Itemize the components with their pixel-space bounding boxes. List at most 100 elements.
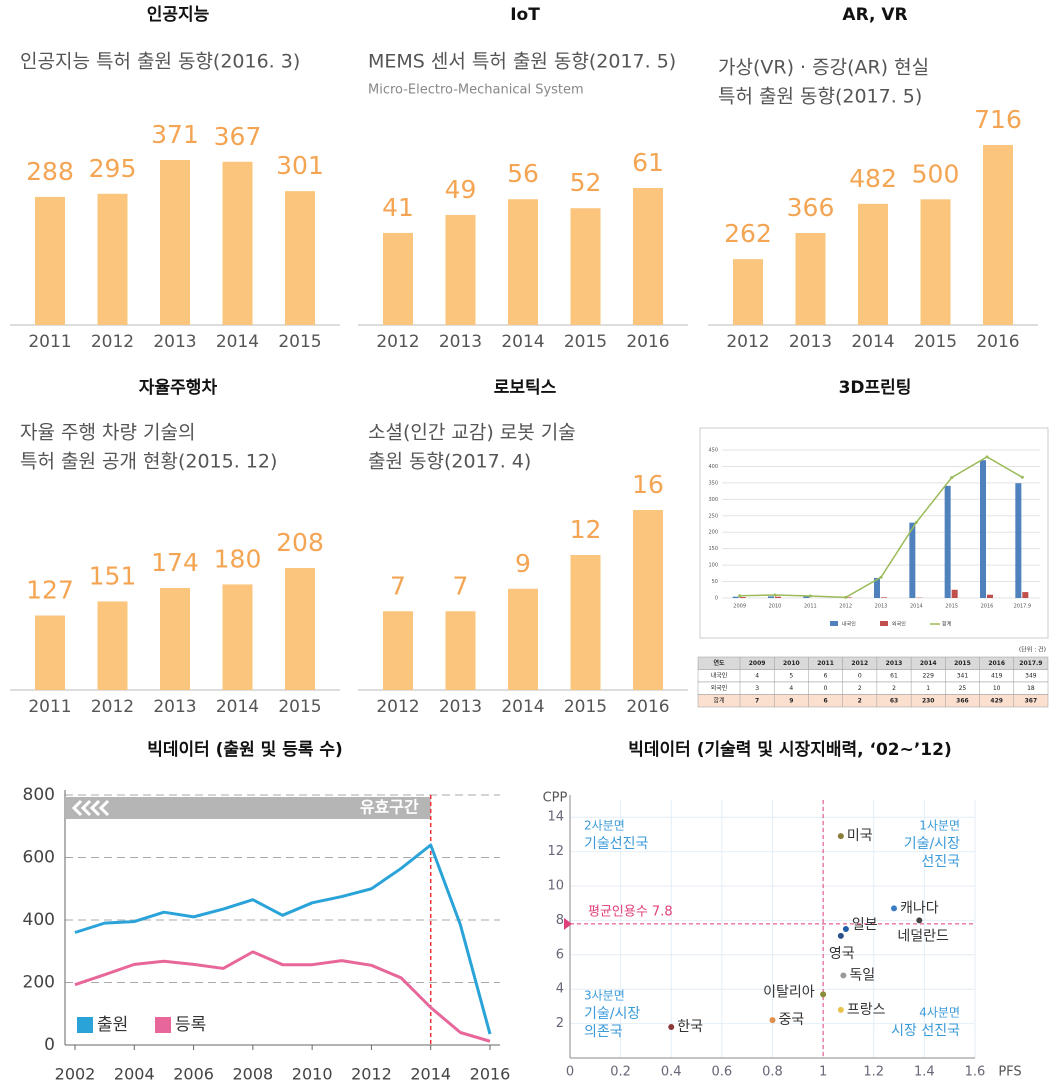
bar [795,232,826,325]
bar-value-label: 208 [276,528,324,557]
y-tick-label: 200 [23,973,55,993]
x-tick-label: 0.8 [762,1065,783,1080]
bar [874,577,880,598]
point [837,1006,844,1013]
x-tick-label: 2014 [216,697,259,717]
chevron [89,799,101,817]
table-cell: 2 [858,685,862,692]
x-tick-label: 2015 [564,697,607,717]
x-tick-label: 1.2 [863,1065,884,1080]
x-tick-label: 2004 [114,1065,155,1084]
quadrant-label: 4사분면 [919,1006,960,1020]
point-label: 이탈리아 [763,984,815,1000]
x-tick-label: 2013 [875,604,888,610]
table-cell: 229 [922,672,934,679]
bar-value-label: 9 [515,549,531,578]
x-tick-label: 2014 [501,697,544,717]
bar [508,588,538,690]
y-tick-label: 250 [708,513,718,519]
chart-title: MEMS 센서 특허 출원 동향(2017. 5) [368,51,676,73]
bar [633,510,663,690]
quadrant-label: 선진국 [921,854,960,870]
bar [97,601,128,690]
bar [980,460,986,598]
table-cell: 6 [823,697,827,704]
reference-arrow [564,917,572,930]
table-cell: 61 [890,672,898,679]
quadrant-label: 기술선진국 [584,836,649,852]
bar-value-label: 7 [453,571,469,600]
bar [285,568,315,690]
line-marker [879,575,883,579]
chart-subtitle: Micro-Electro-Mechanical System [368,83,584,98]
x-tick-label: 2012 [91,697,134,717]
annotation-banner [65,797,431,819]
x-tick-label: 2011 [28,697,71,717]
y-tick-label: 14 [547,810,564,825]
bar-value-label: 56 [507,159,539,188]
bar [733,259,763,325]
point-label: 프랑스 [847,1002,886,1018]
quadrant-label: 기술/시장 [584,1006,640,1022]
x-tick-label: 2014 [216,332,259,352]
bar [739,597,746,598]
table-cell: 7 [755,697,759,704]
chart-title: 인공지능 특허 출원 동향(2016. 3) [20,51,300,73]
point [837,932,844,939]
panel-heading: 빅데이터 (출원 및 등록 수) [147,740,343,760]
x-tick-label: 2017.9 [1014,604,1032,610]
legend-swatch [155,1017,171,1033]
y-tick-label: 6 [556,947,564,962]
bar-value-label: 61 [632,148,664,177]
table-cell: 341 [957,672,969,679]
point-label: 미국 [847,828,873,844]
table-cell: 4 [789,685,793,692]
panel-heading: 3D프린팅 [839,378,912,398]
table-cell: 419 [991,672,1003,679]
panel-heading: 빅데이터 (기술력 및 시장지배력, ‘02~’12) [628,740,951,760]
x-tick-label: 2015 [564,332,607,352]
bar-value-label: 52 [570,168,602,197]
bar-value-label: 151 [89,561,137,590]
point-label: 네덜란드 [897,928,949,944]
chevron [80,799,92,817]
x-tick-label: 1 [819,1065,827,1080]
y-tick-label: 8 [556,913,564,928]
y-tick-label: 4 [556,982,564,997]
table-cell: 합계 [713,696,724,704]
legend-label: 합계 [942,621,952,628]
bar [445,214,476,325]
bar [633,188,663,325]
bar [285,191,315,325]
bar-value-label: 288 [26,157,74,186]
table-cell: 2009 [749,660,766,667]
chart-title: 가상(VR) · 증강(AR) 현실 [718,57,929,79]
quadrant-label: 기술/시장 [904,836,960,852]
table-cell: 2013 [886,660,903,667]
y-tick-label: 0 [715,596,718,602]
x-tick-label: 2016 [626,697,669,717]
chart-title: 특허 출원 동향(2017. 5) [718,86,922,108]
bar [508,199,538,325]
y-tick-label: 300 [708,497,718,503]
bar-value-label: 180 [214,544,262,573]
bar [881,597,887,598]
bar [944,485,951,598]
table-cell: 230 [922,697,935,704]
table-cell: 10 [993,685,1001,692]
table-cell: 2016 [988,660,1005,667]
point [820,991,827,998]
point [842,926,849,932]
x-tick-label: 2012 [376,332,419,352]
y-tick-label: 350 [708,480,718,486]
point-label: 영국 [829,946,855,962]
y-tick-label: 12 [547,844,564,859]
x-tick-label: 2008 [232,1065,273,1084]
x-tick-label: 2015 [278,697,321,717]
table-cell: 5 [789,672,793,679]
table-cell: 내국인 [711,671,728,679]
table-cell: 1 [926,685,930,692]
bar [909,522,916,598]
chevron [71,799,83,817]
x-tick-label: 2016 [976,332,1019,352]
